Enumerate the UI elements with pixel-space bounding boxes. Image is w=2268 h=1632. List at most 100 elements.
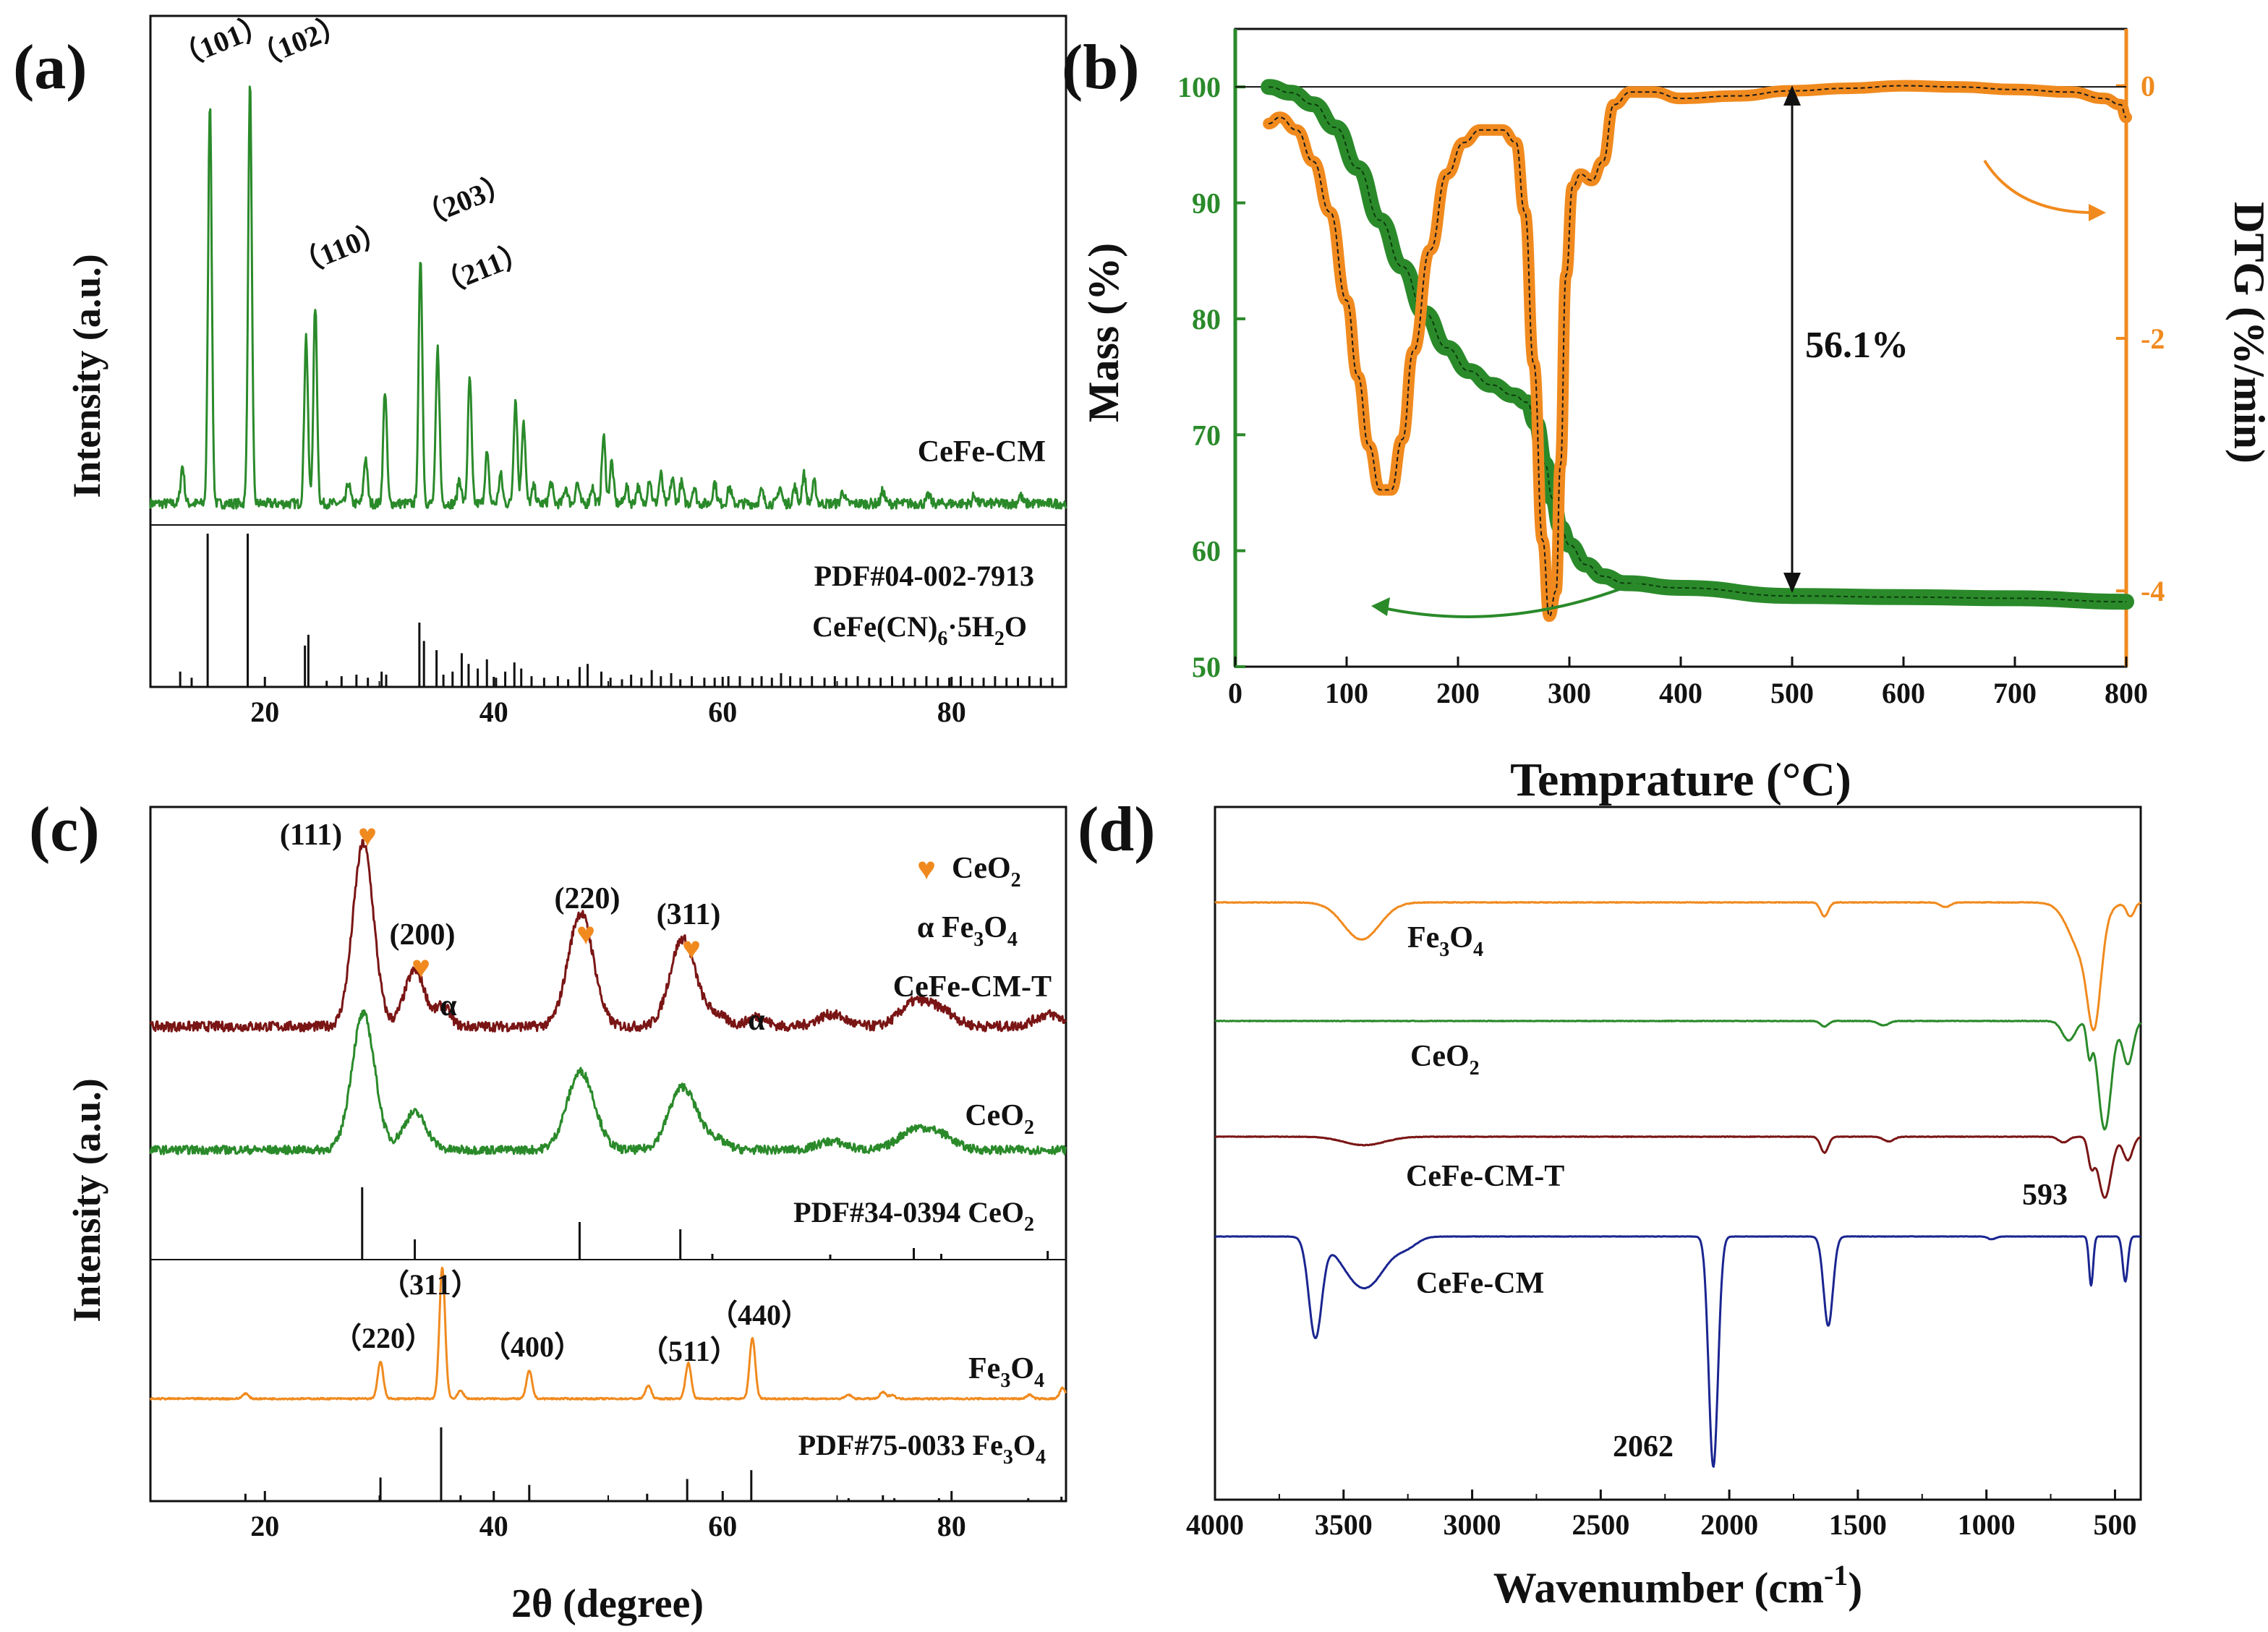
- panel-a-ref-label-1: PDF#04-002-7913: [814, 560, 1034, 592]
- y-tick-label: 50: [1192, 651, 1221, 683]
- panel-d-cefe-cm-spectrum: [1214, 1235, 2141, 1468]
- panel-b-mass-dashed: [1269, 86, 2127, 603]
- alpha-marker-1: α: [440, 989, 457, 1022]
- x-tick-label: 200: [1436, 677, 1480, 709]
- panel-c: (c) Intensity (a.u.) 20 40 60 80 2θ (degree…: [29, 795, 1067, 1626]
- panel-label-c: (c): [29, 795, 100, 865]
- arrow-to-mass-axis-head: [1371, 597, 1390, 616]
- x-tick-label: 3500: [1315, 1508, 1373, 1541]
- x-tick-label: 1000: [1958, 1508, 2016, 1541]
- panel-c-label-ref-ceo2: PDF#34-0394 CeO2: [793, 1196, 1034, 1236]
- x-tick-label: 400: [1659, 677, 1702, 709]
- legend-heart-icon: ♥: [917, 851, 936, 887]
- panel-d-label-cefe-cm: CeFe-CM: [1416, 1267, 1544, 1300]
- panel-b-ylabel-right: DTG (%/min): [2225, 202, 2268, 463]
- fe3o4-peak-label-311: （311）: [380, 1268, 480, 1301]
- panel-b: (b) 0 100 200 300 400 500 600 700 800 50 60 70 80 90 1…: [1062, 27, 2268, 806]
- peak-label-2062: 2062: [1613, 1430, 1674, 1464]
- peak-label-211: （211）: [430, 235, 535, 302]
- panel-b-ylabel: Mass (%): [1080, 243, 1127, 422]
- x-tick-label: 800: [2105, 677, 2148, 709]
- panel-c-ceo2-curve: [149, 1009, 1067, 1155]
- x-tick-label: 500: [1770, 677, 1814, 709]
- panel-a: (a) Intensity (a.u.) 20 40 60 80 （101） （102…: [13, 7, 1067, 728]
- panel-b-mass-curve: [1261, 79, 2134, 610]
- panel-d-frame: [1214, 806, 2142, 1501]
- mass-loss-arrow-up: [1783, 85, 1801, 106]
- alpha-marker-2: α: [748, 1004, 765, 1037]
- panel-d-label-ceo2: CeO2: [1410, 1040, 1480, 1080]
- panel-b-xlabel: Temprature (°C): [1510, 753, 1851, 806]
- panel-d-cefe-cm-t-spectrum: [1214, 1135, 2141, 1199]
- panel-b-dtg-dashed: [1269, 85, 2127, 618]
- y-right-tick-label: -2: [2141, 322, 2165, 355]
- heart-marker-220: ♥: [576, 916, 595, 952]
- arrow-to-dtg-axis: [1983, 159, 2099, 215]
- panel-d-ceo2-spectrum: [1214, 1020, 2142, 1131]
- x-tick-label: 40: [479, 696, 508, 728]
- x-tick-label: 20: [250, 1510, 279, 1542]
- heart-marker-200: ♥: [412, 949, 430, 985]
- x-tick-label: 80: [937, 1510, 966, 1542]
- x-tick-label: 300: [1548, 677, 1591, 709]
- panel-a-xaxis: 20 40 60 80: [250, 677, 1067, 728]
- panel-c-xlabel: 2θ (degree): [511, 1581, 704, 1626]
- panel-c-cefe-cm-t-curve: [149, 839, 1067, 1033]
- panel-c-label-fe3o4: Fe3O4: [968, 1352, 1044, 1392]
- panel-b-ticks: 0 100 200 300 400 500 600 700 800 50 60 70 80 90 100 0 -…: [1177, 70, 2165, 709]
- legend-ceo2: CeO2: [952, 852, 1021, 892]
- fe3o4-peak-label-400: （400）: [482, 1330, 583, 1363]
- x-tick-label: 60: [708, 1510, 737, 1542]
- x-tick-label: 600: [1882, 677, 1925, 709]
- peak-label-200: (200): [390, 918, 456, 952]
- x-tick-label: 2000: [1700, 1508, 1758, 1541]
- panel-label-d: (d): [1078, 795, 1156, 865]
- peak-label-111: (111): [280, 819, 342, 852]
- x-tick-label: 4000: [1186, 1508, 1244, 1541]
- peak-label-220: (220): [555, 882, 621, 915]
- fe3o4-peak-label-440: （440）: [709, 1299, 810, 1331]
- x-tick-label: 700: [1993, 677, 2037, 709]
- x-tick-label: 0: [1228, 677, 1242, 709]
- panel-c-legend: ♥ CeO2 α Fe3O4: [917, 851, 1021, 951]
- x-tick-label: 100: [1325, 677, 1368, 709]
- panel-b-mass-loss-arrow: [1783, 85, 1801, 593]
- panel-label-b: (b): [1062, 33, 1140, 103]
- panel-b-frame: [1234, 27, 2128, 668]
- panel-a-ref-label-2: CeFe(CN)6·5H2O: [812, 610, 1027, 650]
- panel-d-xaxis: 4000 3500 3000 2500 2000 1500 1000 500: [1186, 1490, 2136, 1541]
- panel-d-label-cefe-cm-t: CeFe-CM-T: [1406, 1160, 1564, 1193]
- panel-b-dtg-curve: [1263, 80, 2132, 623]
- heart-marker-111: ♥: [358, 818, 377, 853]
- y-tick-label: 60: [1192, 535, 1221, 568]
- panel-a-ylabel: Intensity (a.u.): [65, 254, 108, 498]
- peak-label-203: （203）: [412, 166, 518, 234]
- y-tick-label: 70: [1192, 419, 1221, 451]
- x-tick-label: 80: [937, 696, 966, 728]
- panel-d-label-fe3o4: Fe3O4: [1407, 921, 1483, 961]
- x-tick-label: 60: [708, 696, 737, 728]
- peak-label-311: (311): [657, 898, 721, 931]
- panel-label-a: (a): [13, 33, 88, 103]
- panel-b-mass-loss-label: 56.1%: [1805, 325, 1909, 366]
- legend-fe3o4: α Fe3O4: [917, 911, 1018, 951]
- x-tick-label: 1500: [1829, 1508, 1887, 1541]
- y-right-tick-label: -4: [2141, 575, 2165, 607]
- panel-d: (d) 4000 3500 3000 2500 2000 1500 1000 500 Wave…: [1078, 795, 2142, 1612]
- x-tick-label: 40: [479, 1510, 508, 1542]
- panel-c-ceo2-reference-sticks: [361, 1187, 1049, 1260]
- peak-label-593: 593: [2022, 1179, 2068, 1212]
- panel-d-xlabel: Wavenumber (cm-1): [1493, 1559, 1863, 1612]
- x-tick-label: 3000: [1444, 1508, 1501, 1541]
- panel-a-cefe-cm-curve: [149, 85, 1067, 510]
- panel-a-curve-label: CeFe-CM: [918, 435, 1046, 469]
- panel-b-curve-arrow-dtg: [1983, 159, 2106, 221]
- arrow-to-dtg-axis-head: [2089, 204, 2106, 221]
- fe3o4-peak-label-511: （511）: [639, 1335, 739, 1367]
- panel-a-reference-sticks: [179, 534, 1054, 687]
- peak-label-110: （110）: [289, 215, 393, 282]
- mass-loss-arrow-down: [1783, 573, 1801, 593]
- heart-marker-311: ♥: [682, 931, 701, 966]
- panel-b-curve-arrow-mass: [1371, 580, 1641, 618]
